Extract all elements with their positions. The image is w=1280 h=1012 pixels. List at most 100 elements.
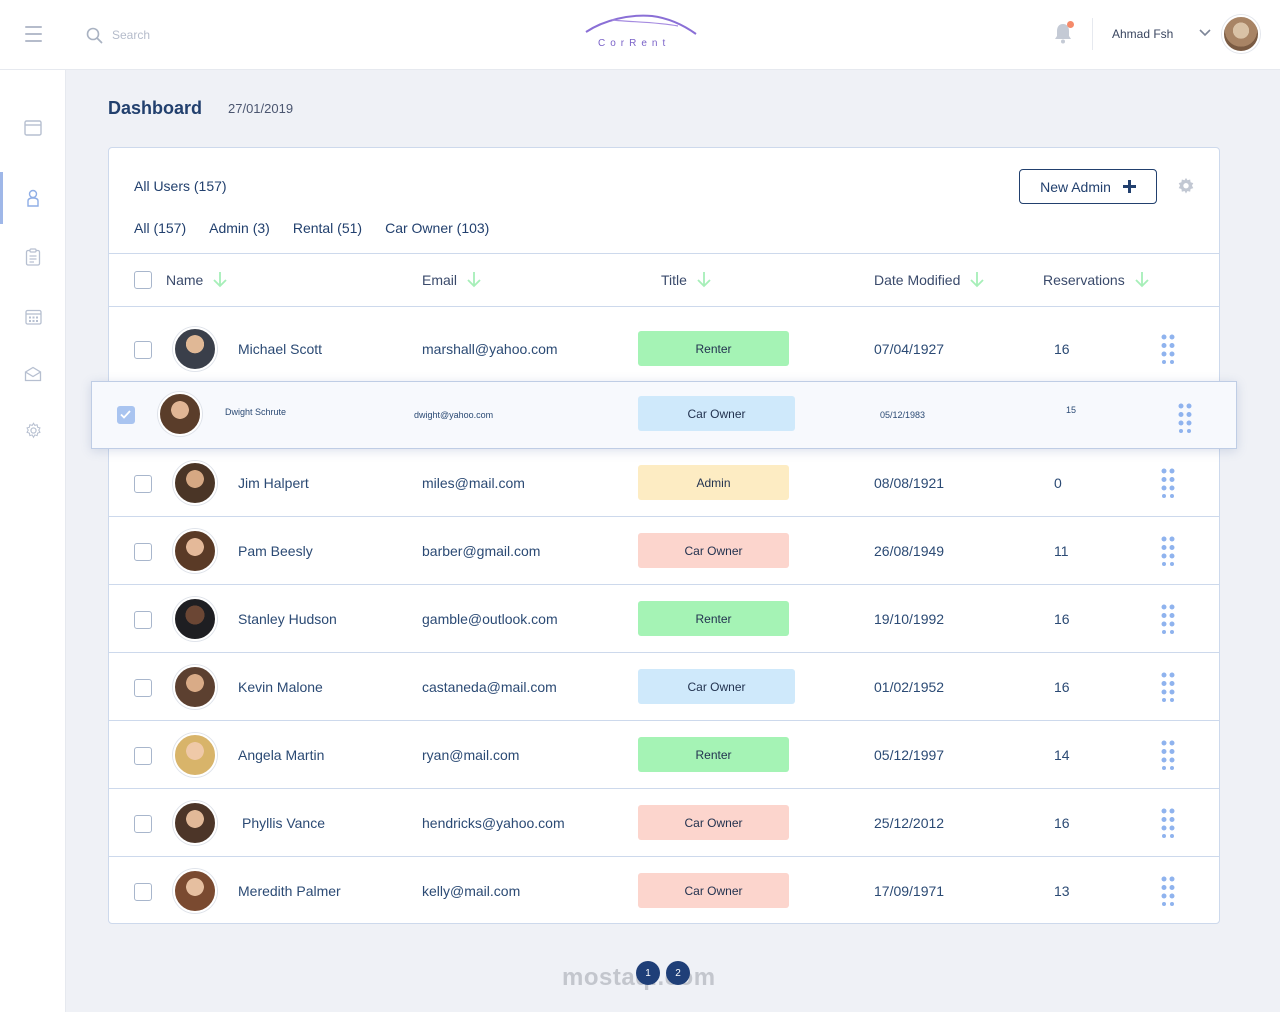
filter-tab-all[interactable]: All (157): [134, 220, 187, 236]
top-bar: CorRent Ahmad Fsh: [0, 0, 1280, 70]
user-name[interactable]: Ahmad Fsh: [1112, 27, 1174, 41]
page-button-2[interactable]: 2: [666, 961, 690, 985]
chevron-down-icon[interactable]: [1198, 28, 1212, 38]
status-badge: Car Owner: [638, 873, 789, 908]
reservations-count: 15: [1066, 405, 1077, 415]
row-checkbox[interactable]: [134, 815, 152, 833]
user-name: Stanley Hudson: [238, 611, 337, 627]
filter-tab-admin[interactable]: Admin (3): [209, 220, 270, 236]
avatar: [173, 327, 217, 371]
search-box[interactable]: [86, 24, 292, 46]
column-label: Reservations: [1043, 271, 1125, 288]
column-header-email[interactable]: Email: [422, 271, 482, 288]
select-all-checkbox[interactable]: [134, 271, 152, 289]
table-row[interactable]: Jim Halpert miles@mail.com Admin 08/08/1…: [109, 449, 1219, 517]
column-header-reservations[interactable]: Reservations: [1043, 271, 1150, 288]
sidebar-item-calendar[interactable]: [0, 290, 66, 342]
avatar: [173, 801, 217, 845]
calendar-icon: [24, 309, 42, 325]
user-name: Meredith Palmer: [238, 883, 341, 899]
row-checkbox-checked[interactable]: [117, 406, 135, 424]
row-checkbox[interactable]: [134, 341, 152, 359]
user-name: Jim Halpert: [238, 475, 309, 491]
row-checkbox[interactable]: [134, 679, 152, 697]
user-email: hendricks@yahoo.com: [422, 815, 565, 831]
status-badge: Admin: [638, 465, 789, 500]
sort-arrow-down-icon: [467, 272, 481, 288]
reservations-count: 16: [1054, 341, 1070, 357]
drag-handle-icon[interactable]: [1160, 808, 1176, 838]
mail-icon: [24, 366, 42, 382]
column-header-title[interactable]: Title: [661, 271, 712, 288]
drag-handle-icon[interactable]: [1160, 536, 1176, 566]
avatar: [173, 597, 217, 641]
new-admin-button[interactable]: New Admin: [1019, 169, 1157, 204]
reservations-count: 11: [1054, 543, 1069, 559]
pagination: 1 2: [636, 961, 690, 985]
selected-table-row[interactable]: Dwight Schrute dwight@yahoo.com Car Owne…: [91, 381, 1237, 449]
column-header-name[interactable]: Name: [166, 271, 228, 288]
column-header-date-modified[interactable]: Date Modified: [874, 271, 985, 288]
bell-icon[interactable]: [1053, 22, 1073, 44]
column-label: Date Modified: [874, 271, 961, 288]
table-row[interactable]: Michael Scott marshall@yahoo.com Renter …: [109, 315, 1219, 383]
plus-icon: [1122, 180, 1136, 193]
row-checkbox[interactable]: [134, 747, 152, 765]
row-checkbox[interactable]: [134, 543, 152, 561]
date-modified: 19/10/1992: [874, 611, 945, 627]
drag-handle-icon[interactable]: [1160, 468, 1176, 498]
table-row[interactable]: Phyllis Vance hendricks@yahoo.com Car Ow…: [109, 789, 1219, 857]
settings-gear-icon[interactable]: [1177, 177, 1195, 195]
user-email: castaneda@mail.com: [422, 679, 557, 695]
user-name: Kevin Malone: [238, 679, 323, 695]
table-row[interactable]: Angela Martin ryan@mail.com Renter 05/12…: [109, 721, 1219, 789]
row-checkbox[interactable]: [134, 883, 152, 901]
search-input[interactable]: [112, 28, 292, 42]
row-checkbox[interactable]: [134, 475, 152, 493]
table-row[interactable]: Kevin Malone castaneda@mail.com Car Owne…: [109, 653, 1219, 721]
reservations-count: 16: [1054, 611, 1070, 627]
table-row[interactable]: Meredith Palmer kelly@mail.com Car Owner…: [109, 857, 1219, 925]
reservations-count: 16: [1054, 679, 1070, 695]
date-modified: 17/09/1971: [874, 883, 945, 899]
avatar: [173, 869, 217, 913]
user-email: kelly@mail.com: [422, 883, 521, 899]
status-badge: Renter: [638, 601, 789, 636]
user-email: ryan@mail.com: [422, 747, 520, 763]
sidebar-item-dashboard[interactable]: [0, 102, 66, 154]
new-admin-label: New Admin: [1040, 178, 1111, 195]
filter-tab-car-owner[interactable]: Car Owner (103): [385, 220, 490, 236]
user-name: Angela Martin: [238, 747, 325, 763]
avatar: [173, 733, 217, 777]
reservations-count: 0: [1054, 475, 1062, 491]
sidebar-item-messages[interactable]: [0, 348, 66, 400]
sidebar-item-users[interactable]: [0, 172, 66, 224]
drag-handle-icon[interactable]: [1177, 403, 1193, 433]
divider: [109, 253, 1219, 254]
filter-tab-rental[interactable]: Rental (51): [292, 220, 363, 236]
notification-dot: [1067, 21, 1074, 28]
table-row[interactable]: Stanley Hudson gamble@outlook.com Renter…: [109, 585, 1219, 653]
drag-handle-icon[interactable]: [1160, 334, 1176, 364]
user-avatar[interactable]: [1222, 15, 1260, 53]
reservations-count: 14: [1054, 747, 1070, 763]
sidebar-item-reports[interactable]: [0, 231, 66, 283]
column-label: Email: [422, 271, 458, 288]
logo[interactable]: CorRent: [582, 12, 700, 56]
drag-handle-icon[interactable]: [1160, 672, 1176, 702]
table-row[interactable]: Pam Beesly barber@gmail.com Car Owner 26…: [109, 517, 1219, 585]
drag-handle-icon[interactable]: [1160, 604, 1176, 634]
sort-arrow-down-icon: [1135, 272, 1149, 288]
reservations-count: 13: [1054, 883, 1070, 899]
menu-icon[interactable]: [25, 26, 42, 42]
user-name: Phyllis Vance: [242, 815, 326, 831]
drag-handle-icon[interactable]: [1160, 740, 1176, 770]
page-button-1[interactable]: 1: [636, 961, 660, 985]
avatar: [173, 461, 217, 505]
sidebar-item-settings[interactable]: [0, 404, 66, 456]
drag-handle-icon[interactable]: [1160, 876, 1176, 906]
user-email: miles@mail.com: [422, 475, 525, 491]
sort-arrow-down-icon: [213, 272, 227, 288]
row-checkbox[interactable]: [134, 611, 152, 629]
sidebar: [0, 70, 66, 1012]
